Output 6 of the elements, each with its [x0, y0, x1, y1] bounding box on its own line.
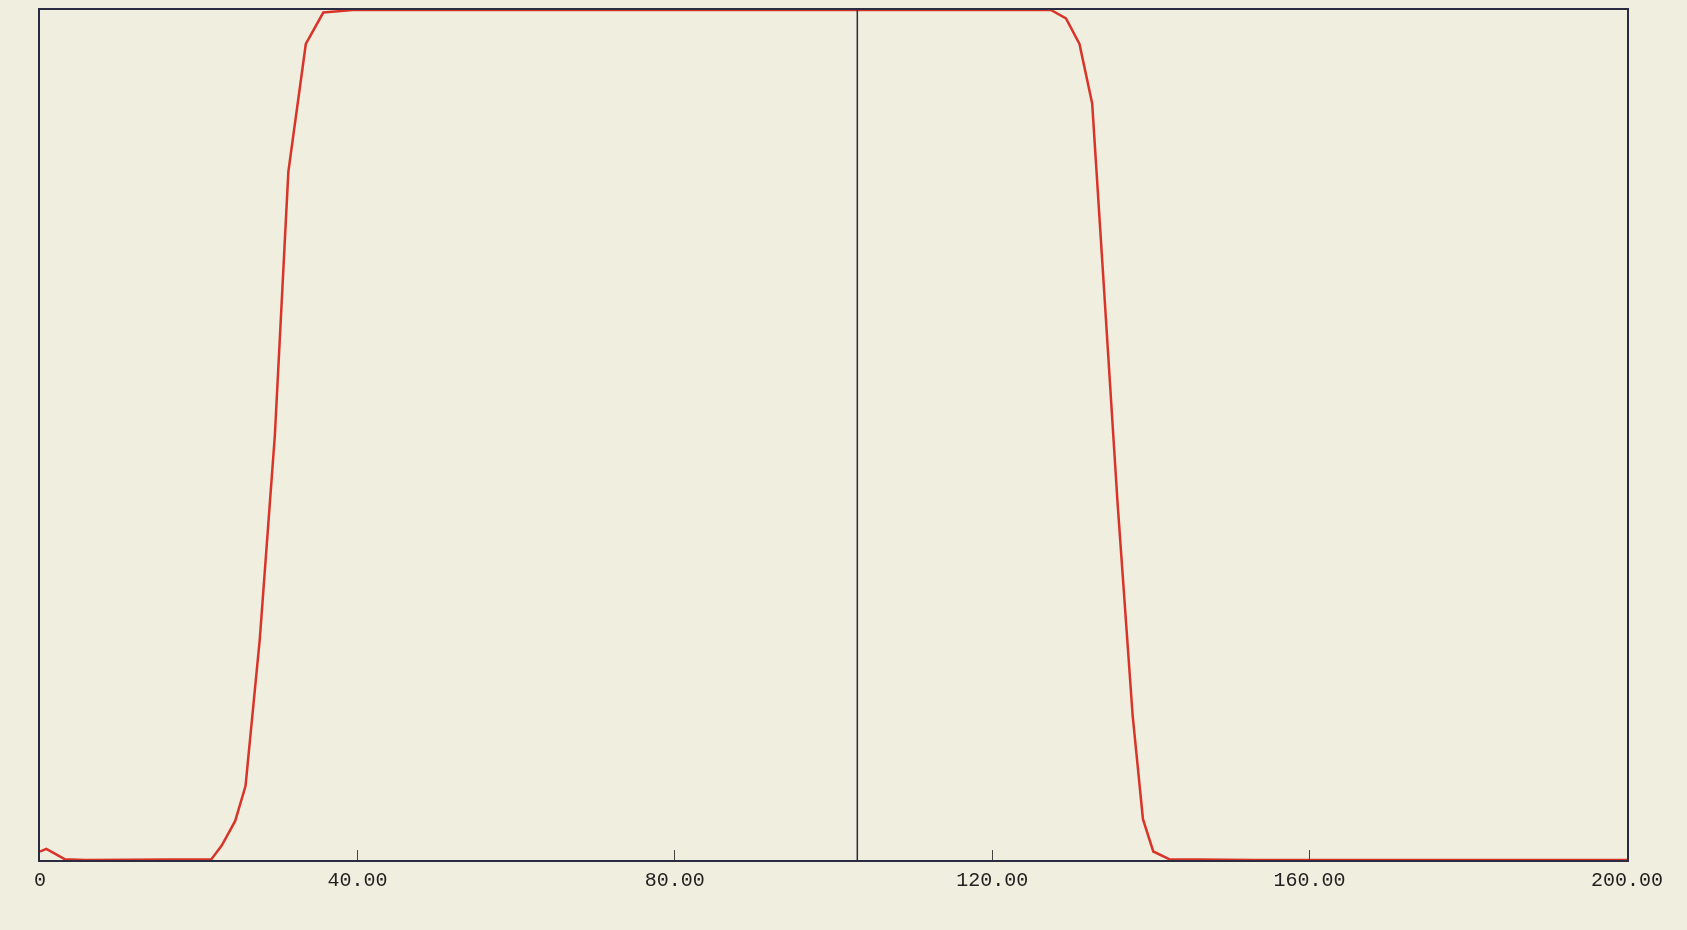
x-tick-label: 160.00 [1273, 868, 1346, 892]
x-tick-label: 80.00 [644, 868, 705, 892]
x-tick-label: 0 [33, 868, 47, 892]
x-tick-label: 40.00 [327, 868, 388, 892]
x-tick-label: 200.00 [1590, 868, 1664, 892]
x-tick-label: 120.00 [956, 868, 1029, 892]
